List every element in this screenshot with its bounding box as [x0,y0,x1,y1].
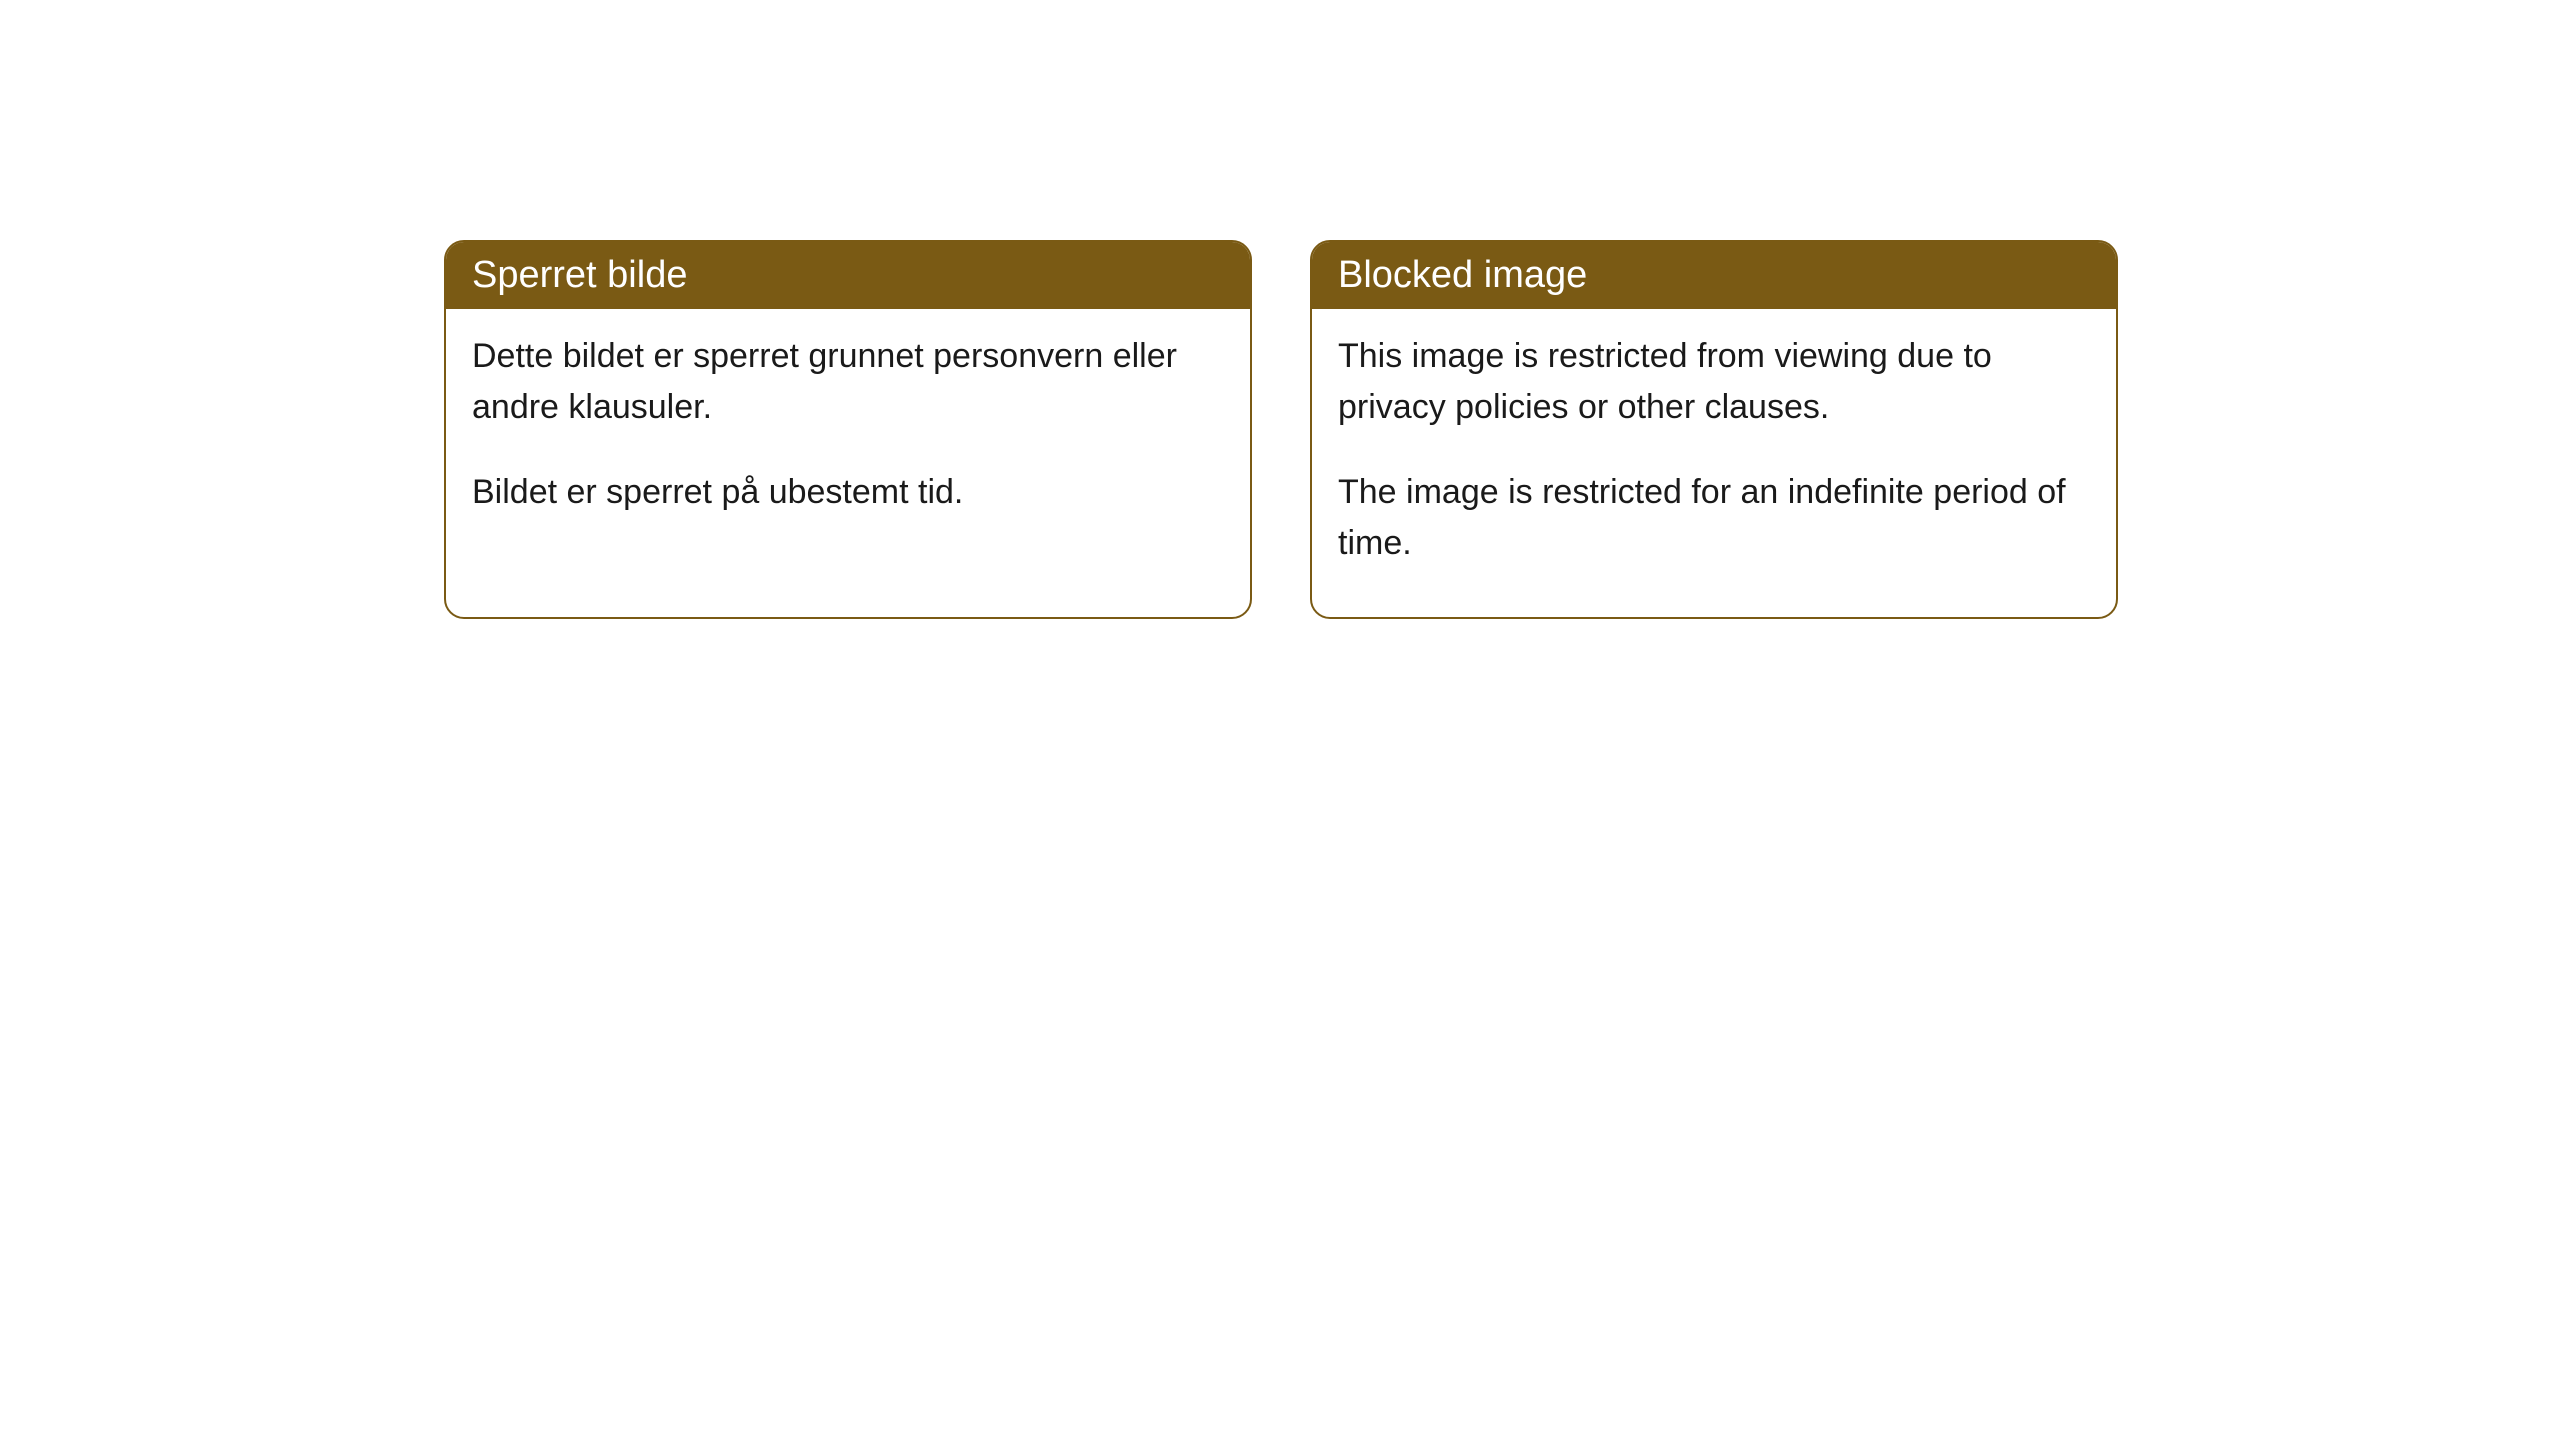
card-body: This image is restricted from viewing du… [1312,309,2116,617]
card-title: Blocked image [1338,254,1587,296]
notice-card-english: Blocked image This image is restricted f… [1310,240,2118,619]
card-paragraph: The image is restricted for an indefinit… [1338,467,2090,569]
card-paragraph: This image is restricted from viewing du… [1338,331,2090,433]
card-body: Dette bildet er sperret grunnet personve… [446,309,1250,566]
notice-card-norwegian: Sperret bilde Dette bildet er sperret gr… [444,240,1252,619]
card-title: Sperret bilde [472,254,687,296]
card-header: Blocked image [1312,242,2116,309]
card-paragraph: Bildet er sperret på ubestemt tid. [472,467,1224,518]
card-paragraph: Dette bildet er sperret grunnet personve… [472,331,1224,433]
card-header: Sperret bilde [446,242,1250,309]
notice-container: Sperret bilde Dette bildet er sperret gr… [0,0,2560,619]
